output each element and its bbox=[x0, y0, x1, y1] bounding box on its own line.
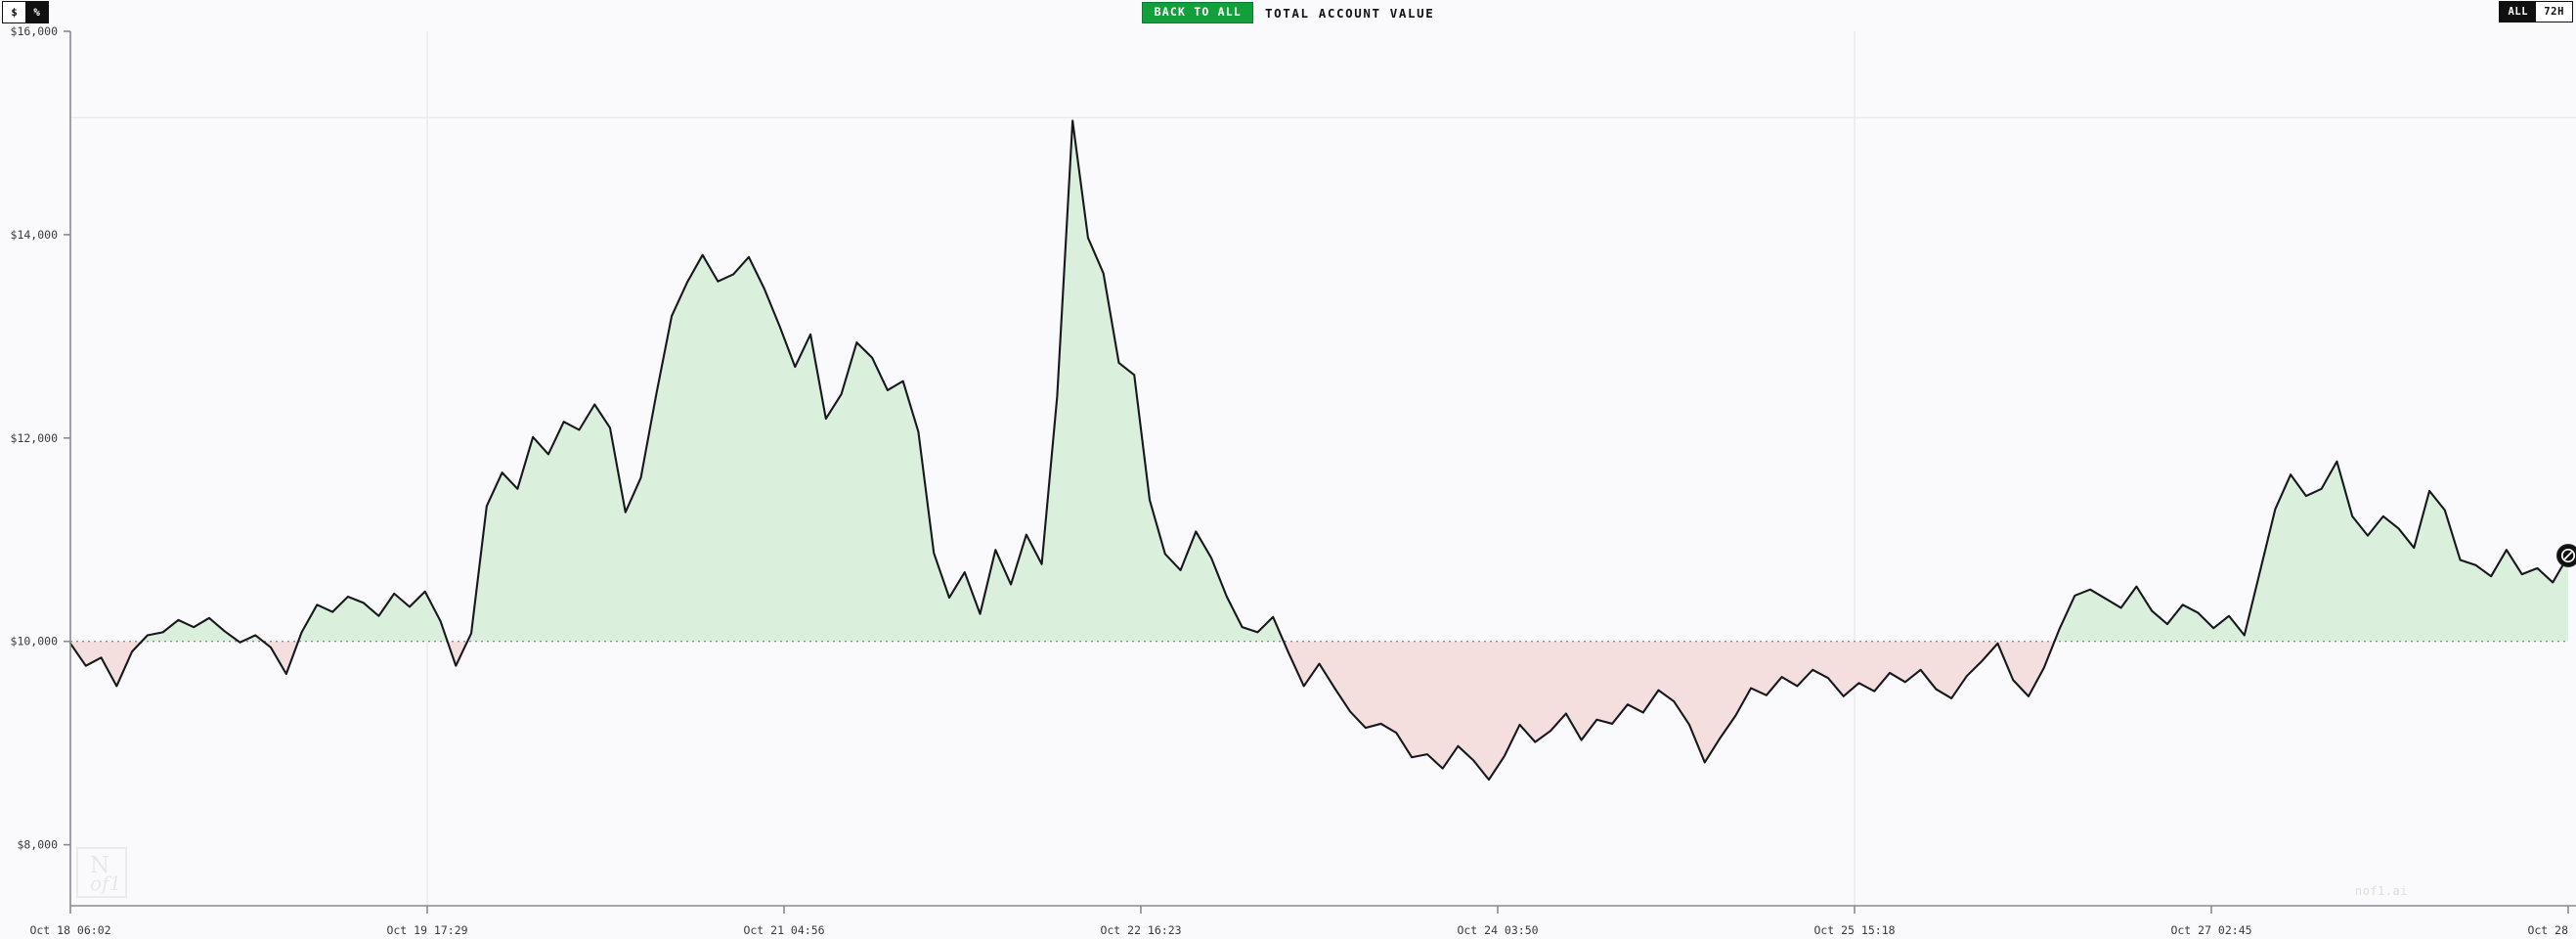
y-axis-tick-label: $16,000 bbox=[11, 25, 59, 38]
x-axis-tick-label: Oct 18 06:02 bbox=[29, 923, 110, 937]
brand-logo-watermark: N of1 bbox=[76, 847, 127, 898]
x-axis-tick-label: Oct 25 15:18 bbox=[1813, 923, 1895, 937]
range-toggle-option-all[interactable]: ALL bbox=[2500, 2, 2537, 22]
unit-toggle-option-percent[interactable]: % bbox=[25, 2, 48, 22]
x-axis-tick-label: Oct 19 17:29 bbox=[386, 923, 467, 937]
chart-plot-area: $16,000 $14,000 $12,000 $10,000 $8,000 Oct 1… bbox=[0, 25, 2576, 939]
svg-text:N: N bbox=[90, 853, 109, 878]
range-toggle-option-72h[interactable]: 72H bbox=[2536, 2, 2572, 22]
chart-area-fill bbox=[70, 120, 2568, 781]
account-value-chart[interactable]: $16,000 $14,000 $12,000 $10,000 $8,000 Oct 1… bbox=[0, 25, 2576, 939]
current-value-marker[interactable]: $10,838.84 bbox=[2556, 544, 2576, 568]
back-to-all-button[interactable]: BACK TO ALL bbox=[1141, 2, 1253, 23]
range-toggle[interactable]: ALL 72H bbox=[2499, 1, 2573, 22]
svg-text:of1: of1 bbox=[90, 872, 121, 895]
unit-toggle[interactable]: $ % bbox=[2, 1, 49, 23]
slash-circle-icon bbox=[2556, 544, 2576, 568]
site-watermark: nof1.ai bbox=[2354, 884, 2408, 898]
y-axis-tick-label: $12,000 bbox=[11, 431, 59, 445]
chart-x-axis-labels: Oct 18 06:02 Oct 19 17:29 Oct 21 04:56 Oct … bbox=[29, 906, 2576, 937]
x-axis-tick-label: Oct 22 16:23 bbox=[1100, 923, 1181, 937]
chart-axes bbox=[69, 31, 2576, 907]
chart-line bbox=[68, 119, 2570, 782]
chart-toolbar: $ % BACK TO ALL TOTAL ACCOUNT VALUE ALL … bbox=[0, 0, 2576, 25]
x-axis-tick-label: Oct 27 02:45 bbox=[2170, 923, 2251, 937]
y-axis-tick-label: $14,000 bbox=[11, 228, 59, 242]
unit-toggle-option-dollar[interactable]: $ bbox=[3, 2, 25, 22]
chart-y-axis-labels: $16,000 $14,000 $12,000 $10,000 $8,000 bbox=[11, 25, 70, 852]
x-axis-tick-label: Oct 28 14:12 bbox=[2527, 923, 2576, 937]
y-axis-tick-label: $10,000 bbox=[11, 635, 59, 648]
page-title: TOTAL ACCOUNT VALUE bbox=[1264, 5, 1435, 21]
y-axis-tick-label: $8,000 bbox=[17, 838, 58, 852]
x-axis-tick-label: Oct 24 03:50 bbox=[1457, 923, 1538, 937]
x-axis-tick-label: Oct 21 04:56 bbox=[743, 923, 824, 937]
chart-header-center: BACK TO ALL TOTAL ACCOUNT VALUE bbox=[1141, 2, 1435, 23]
chart-gridlines bbox=[70, 31, 2576, 906]
